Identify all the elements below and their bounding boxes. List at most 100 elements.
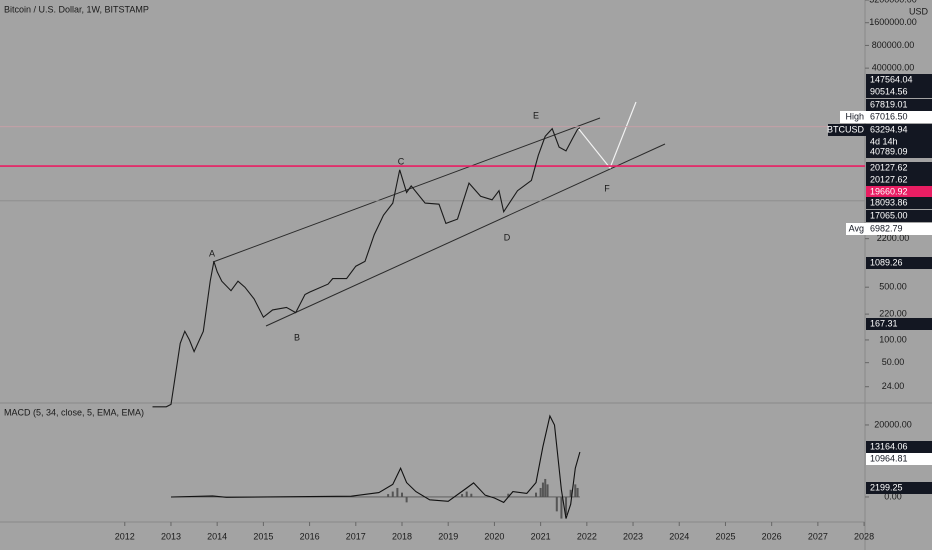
badge-tag: BTCUSD <box>827 124 865 134</box>
badge-bg <box>866 197 932 209</box>
badge-bg <box>866 86 932 98</box>
badge-value: 90514.56 <box>870 86 908 96</box>
badge-bg <box>866 318 932 330</box>
histogram-bar <box>401 492 404 497</box>
x-tick-label: 2018 <box>392 531 412 541</box>
price-badge: 17065.00 <box>866 210 932 222</box>
badge-bg <box>866 223 932 235</box>
badge-value: 40789.09 <box>870 146 908 156</box>
badge-value: 63294.94 <box>870 124 908 134</box>
badge-bg <box>866 257 932 269</box>
wave-label: C <box>398 156 405 166</box>
wave-label: F <box>604 183 610 193</box>
x-tick-label: 2026 <box>762 531 782 541</box>
y-tick-label: 3200000.00 <box>869 0 917 4</box>
histogram-bar <box>391 491 394 497</box>
y-tick-label: 500.00 <box>879 282 907 292</box>
badge-value: 2199.25 <box>870 482 903 492</box>
price-badge: High 67016.50 <box>840 111 932 123</box>
macd-title: MACD (5, 34, close, 5, EMA, EMA) <box>4 407 144 417</box>
x-tick-label: 2023 <box>623 531 643 541</box>
badge-value: 167.31 <box>870 318 898 328</box>
price-badge: 18093.86 <box>866 197 932 209</box>
histogram-bar <box>546 484 549 497</box>
price-badge: 67819.01 <box>866 99 932 111</box>
price-badge: 167.31 <box>866 318 932 330</box>
x-tick-label: 2017 <box>346 531 366 541</box>
histogram-bar <box>544 478 547 497</box>
badge-value: 1089.26 <box>870 257 903 267</box>
y-tick-label: 0.00 <box>884 491 902 501</box>
y-tick-label: 1600000.00 <box>869 17 917 27</box>
x-tick-label: 2022 <box>577 531 597 541</box>
histogram-bar <box>465 491 468 497</box>
x-tick-label: 2027 <box>808 531 828 541</box>
badge-bg <box>866 74 932 86</box>
histogram-bar <box>405 496 408 503</box>
y-tick-label: 20000.00 <box>874 419 912 429</box>
badge-tag-bg <box>840 111 866 123</box>
histogram-bar <box>539 487 542 497</box>
x-tick-label: 2028 <box>854 531 874 541</box>
x-tick-label: 2014 <box>207 531 227 541</box>
badge-value: 147564.04 <box>870 74 913 84</box>
x-tick-label: 2019 <box>438 531 458 541</box>
badge-value: 17065.00 <box>870 210 908 220</box>
price-badge: 90514.56 <box>866 86 932 98</box>
badge-value: 20127.62 <box>870 174 908 184</box>
wave-label: A <box>209 248 215 258</box>
badge-bg <box>866 186 932 198</box>
histogram-bar <box>565 496 568 515</box>
channel-lower <box>265 143 666 327</box>
x-tick-label: 2015 <box>253 531 273 541</box>
badge-value: 18093.86 <box>870 197 908 207</box>
x-tick-label: 2021 <box>531 531 551 541</box>
badge-tag: High <box>845 111 864 121</box>
symbol-title: Bitcoin / U.S. Dollar, 1W, BITSTAMP <box>4 4 149 14</box>
price-badge: 1089.26 <box>866 257 932 269</box>
badge-bg <box>866 162 932 174</box>
badge-bg <box>866 174 932 186</box>
histogram-bar <box>574 484 577 497</box>
x-tick-label: 2016 <box>300 531 320 541</box>
histogram-bar <box>576 487 579 497</box>
histogram-bar <box>560 496 563 519</box>
x-tick-label: 2012 <box>115 531 135 541</box>
price-line <box>152 127 581 408</box>
y-tick-label: 50.00 <box>882 357 905 367</box>
price-badge: 40789.09 <box>866 146 932 158</box>
wave-label: B <box>294 332 300 342</box>
badge-note: 4d 14h <box>870 136 898 146</box>
histogram-bar <box>387 494 390 497</box>
histogram-bar <box>569 489 572 497</box>
price-badge: Avg 6982.79 <box>846 223 932 235</box>
price-badge: 19660.92 <box>866 186 932 198</box>
badge-note-bg <box>866 136 932 148</box>
wave-label: D <box>504 232 511 242</box>
badge-value: 67016.50 <box>870 111 908 121</box>
histogram-bar <box>461 494 464 497</box>
badge-bg <box>866 210 932 222</box>
badge-bg <box>866 482 932 494</box>
badge-bg <box>866 453 932 465</box>
x-tick-label: 2025 <box>715 531 735 541</box>
badge-tag-bg <box>846 223 866 235</box>
price-badge: 13164.06 <box>866 441 932 453</box>
price-badge: 20127.62 <box>866 162 932 174</box>
badge-value: 13164.06 <box>870 441 908 451</box>
histogram-bar <box>507 493 510 497</box>
histogram-bar <box>555 496 558 512</box>
channel-upper <box>212 117 601 263</box>
currency: USD <box>909 6 929 16</box>
price-badge: 10964.81 <box>866 453 932 465</box>
wave-label: E <box>533 110 539 120</box>
histogram-bar <box>470 493 473 497</box>
badge-bg <box>866 99 932 111</box>
badge-value: 19660.92 <box>870 186 908 196</box>
price-badge: 147564.04 <box>866 74 932 86</box>
badge-value: 10964.81 <box>870 453 908 463</box>
x-tick-label: 2013 <box>161 531 181 541</box>
price-badge: 2199.25 <box>866 482 932 494</box>
y-tick-label: 2200.00 <box>877 233 910 243</box>
